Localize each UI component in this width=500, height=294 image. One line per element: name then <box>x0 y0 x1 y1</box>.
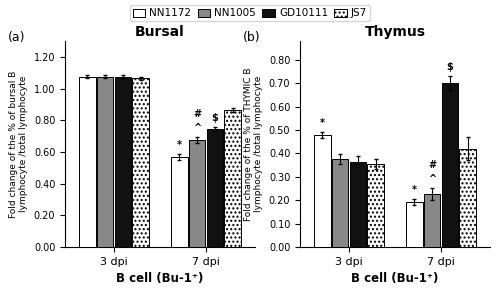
Bar <box>132 78 149 247</box>
Bar <box>224 110 241 247</box>
Legend: NN1172, NN1005, GD10111, JS7: NN1172, NN1005, GD10111, JS7 <box>130 5 370 21</box>
Bar <box>114 77 131 247</box>
Bar <box>79 77 96 247</box>
Text: *: * <box>177 140 182 150</box>
Text: (a): (a) <box>8 31 25 44</box>
Text: #: # <box>193 109 201 119</box>
Text: $: $ <box>212 113 218 123</box>
Bar <box>97 77 114 247</box>
Text: *: * <box>412 185 417 195</box>
Bar <box>314 135 330 247</box>
Bar <box>171 157 188 247</box>
Bar <box>189 140 206 247</box>
Bar <box>332 159 348 247</box>
Bar <box>424 194 440 247</box>
Title: Thymus: Thymus <box>364 25 426 39</box>
Title: Bursal: Bursal <box>135 25 185 39</box>
Text: ^: ^ <box>428 174 436 184</box>
Bar <box>368 164 384 247</box>
Bar <box>460 149 476 247</box>
Bar <box>350 162 366 247</box>
Y-axis label: Fold change of the % of bursal B
lymphocyte /total lymphocyte: Fold change of the % of bursal B lymphoc… <box>9 70 28 218</box>
Bar <box>206 129 223 247</box>
Text: *: * <box>320 118 325 128</box>
Bar <box>442 83 458 247</box>
Bar <box>406 202 422 247</box>
Text: #: # <box>428 160 436 170</box>
Y-axis label: Fold change of the % of THYMIC B
lymphocyte /total lymphocyte: Fold change of the % of THYMIC B lymphoc… <box>244 67 263 221</box>
X-axis label: B cell (Bu-1⁺): B cell (Bu-1⁺) <box>116 272 204 285</box>
X-axis label: B cell (Bu-1⁺): B cell (Bu-1⁺) <box>352 272 438 285</box>
Text: ^: ^ <box>193 123 201 133</box>
Text: (b): (b) <box>243 31 260 44</box>
Text: $: $ <box>446 62 453 72</box>
